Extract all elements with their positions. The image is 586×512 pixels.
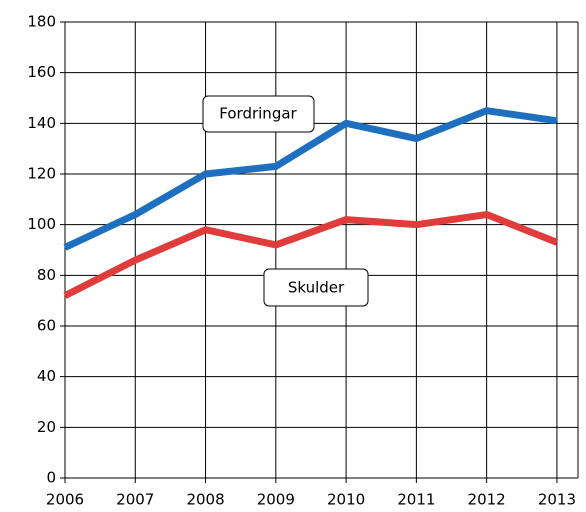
series-label: Skulder	[288, 279, 345, 297]
legend-label: Skulder	[263, 268, 369, 307]
y-tick-label: 40	[37, 367, 56, 385]
y-tick-label: 140	[27, 114, 56, 132]
y-tick-label: 60	[37, 317, 56, 335]
x-tick-label: 2006	[46, 491, 84, 509]
x-tick-label: 2010	[327, 491, 365, 509]
y-tick-label: 20	[37, 418, 56, 436]
x-tick-label: 2012	[468, 491, 506, 509]
label-box	[202, 95, 315, 133]
series-line	[63, 211, 559, 299]
lines	[63, 107, 559, 299]
y-tick-label: 180	[27, 13, 56, 31]
x-tick-label: 2013	[538, 491, 576, 509]
y-tick-label: 80	[37, 266, 56, 284]
series-line	[63, 107, 558, 251]
x-tick-label: 2011	[397, 491, 435, 509]
y-tick-label: 120	[27, 165, 56, 183]
y-tick-label: 100	[27, 215, 56, 233]
x-tick-label: 2007	[116, 491, 154, 509]
grid: 0 20 40 60 80 100 120 140 160 180 2006 2007 2008 2009…	[27, 13, 579, 509]
y-tick-label: 0	[46, 469, 56, 487]
series-label: Fordringar	[219, 105, 297, 123]
x-tick-label: 2008	[186, 491, 224, 509]
x-tick-label: 2009	[257, 491, 295, 509]
y-tick-label: 160	[27, 63, 56, 81]
legend-label: Fordringar	[202, 95, 315, 133]
label-box	[263, 268, 369, 307]
